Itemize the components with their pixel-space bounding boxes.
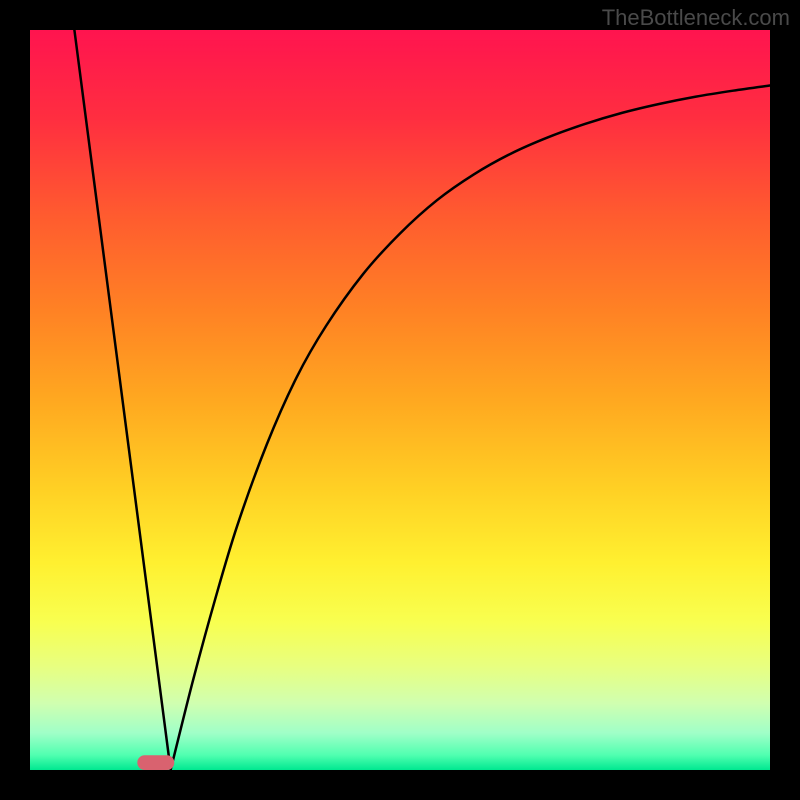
bottleneck-chart — [0, 0, 800, 800]
watermark-text: TheBottleneck.com — [602, 5, 790, 31]
chart-container: TheBottleneck.com — [0, 0, 800, 800]
